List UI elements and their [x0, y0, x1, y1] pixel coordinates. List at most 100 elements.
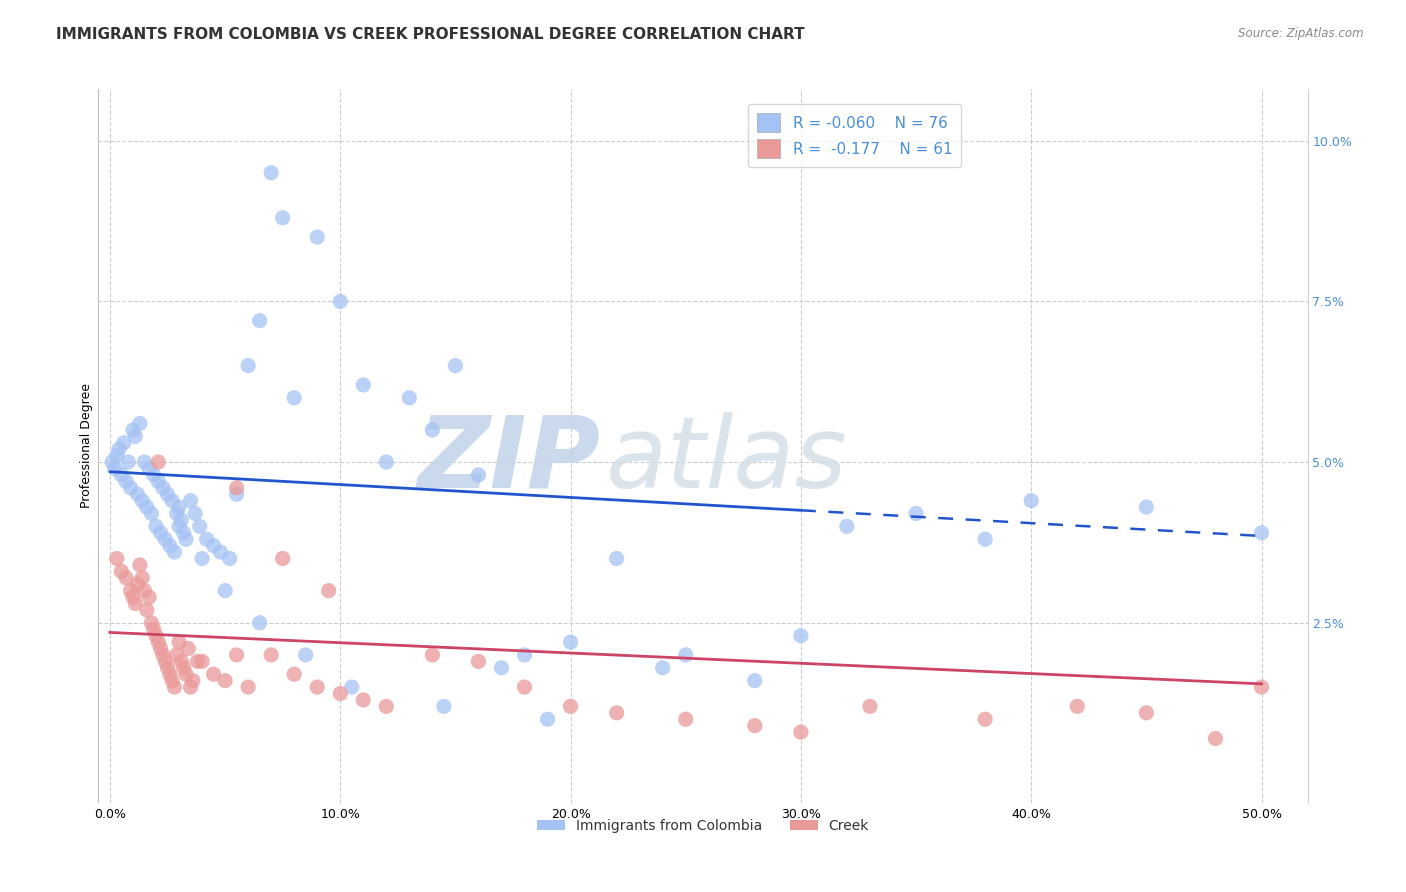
Point	[218, 551, 240, 566]
Point	[214, 583, 236, 598]
Point	[329, 294, 352, 309]
Point	[134, 455, 156, 469]
Point	[186, 654, 208, 668]
Point	[340, 680, 363, 694]
Point	[127, 487, 149, 501]
Point	[141, 507, 163, 521]
Point	[225, 481, 247, 495]
Point	[173, 661, 195, 675]
Point	[352, 693, 374, 707]
Point	[675, 712, 697, 726]
Point	[1019, 493, 1042, 508]
Point	[156, 661, 179, 675]
Point	[560, 635, 582, 649]
Point	[155, 654, 177, 668]
Point	[152, 648, 174, 662]
Point	[124, 597, 146, 611]
Point	[513, 680, 536, 694]
Point	[744, 719, 766, 733]
Point	[148, 475, 170, 489]
Point	[375, 699, 398, 714]
Text: ZIP: ZIP	[418, 412, 600, 508]
Point	[122, 590, 145, 604]
Point	[398, 391, 420, 405]
Point	[127, 577, 149, 591]
Point	[352, 378, 374, 392]
Point	[236, 680, 259, 694]
Point	[141, 615, 163, 630]
Point	[191, 654, 214, 668]
Point	[174, 667, 197, 681]
Point	[103, 461, 125, 475]
Point	[181, 673, 204, 688]
Point	[307, 230, 329, 244]
Point	[105, 551, 128, 566]
Point	[149, 525, 172, 540]
Point	[329, 686, 352, 700]
Point	[138, 590, 160, 604]
Point	[467, 467, 489, 482]
Point	[283, 667, 305, 681]
Point	[188, 519, 211, 533]
Point	[1250, 525, 1272, 540]
Point	[112, 435, 135, 450]
Point	[191, 551, 214, 566]
Point	[214, 673, 236, 688]
Point	[170, 654, 193, 668]
Point	[120, 583, 142, 598]
Point	[536, 712, 558, 726]
Point	[170, 513, 193, 527]
Point	[167, 500, 190, 514]
Point	[101, 455, 124, 469]
Point	[145, 629, 167, 643]
Point	[307, 680, 329, 694]
Point	[513, 648, 536, 662]
Point	[202, 539, 225, 553]
Legend: Immigrants from Colombia, Creek: Immigrants from Colombia, Creek	[531, 814, 875, 838]
Point	[260, 166, 283, 180]
Point	[1135, 500, 1157, 514]
Point	[202, 667, 225, 681]
Point	[152, 481, 174, 495]
Point	[145, 519, 167, 533]
Point	[117, 455, 139, 469]
Point	[974, 533, 997, 547]
Point	[318, 583, 340, 598]
Point	[128, 558, 150, 572]
Point	[110, 467, 132, 482]
Point	[444, 359, 467, 373]
Point	[974, 712, 997, 726]
Point	[835, 519, 858, 533]
Point	[606, 706, 628, 720]
Point	[177, 641, 200, 656]
Point	[606, 551, 628, 566]
Point	[148, 635, 170, 649]
Point	[156, 487, 179, 501]
Point	[142, 467, 165, 482]
Point	[173, 525, 195, 540]
Point	[859, 699, 882, 714]
Point	[115, 475, 138, 489]
Point	[249, 615, 271, 630]
Point	[128, 417, 150, 431]
Point	[225, 648, 247, 662]
Point	[122, 423, 145, 437]
Point	[1204, 731, 1226, 746]
Point	[1066, 699, 1088, 714]
Point	[131, 493, 153, 508]
Point	[433, 699, 456, 714]
Point	[120, 481, 142, 495]
Point	[124, 429, 146, 443]
Point	[651, 661, 673, 675]
Point	[180, 680, 202, 694]
Point	[148, 455, 170, 469]
Point	[375, 455, 398, 469]
Point	[790, 725, 813, 739]
Point	[167, 519, 190, 533]
Point	[105, 449, 128, 463]
Point	[675, 648, 697, 662]
Point	[160, 673, 183, 688]
Point	[260, 648, 283, 662]
Point	[422, 423, 444, 437]
Point	[249, 313, 271, 327]
